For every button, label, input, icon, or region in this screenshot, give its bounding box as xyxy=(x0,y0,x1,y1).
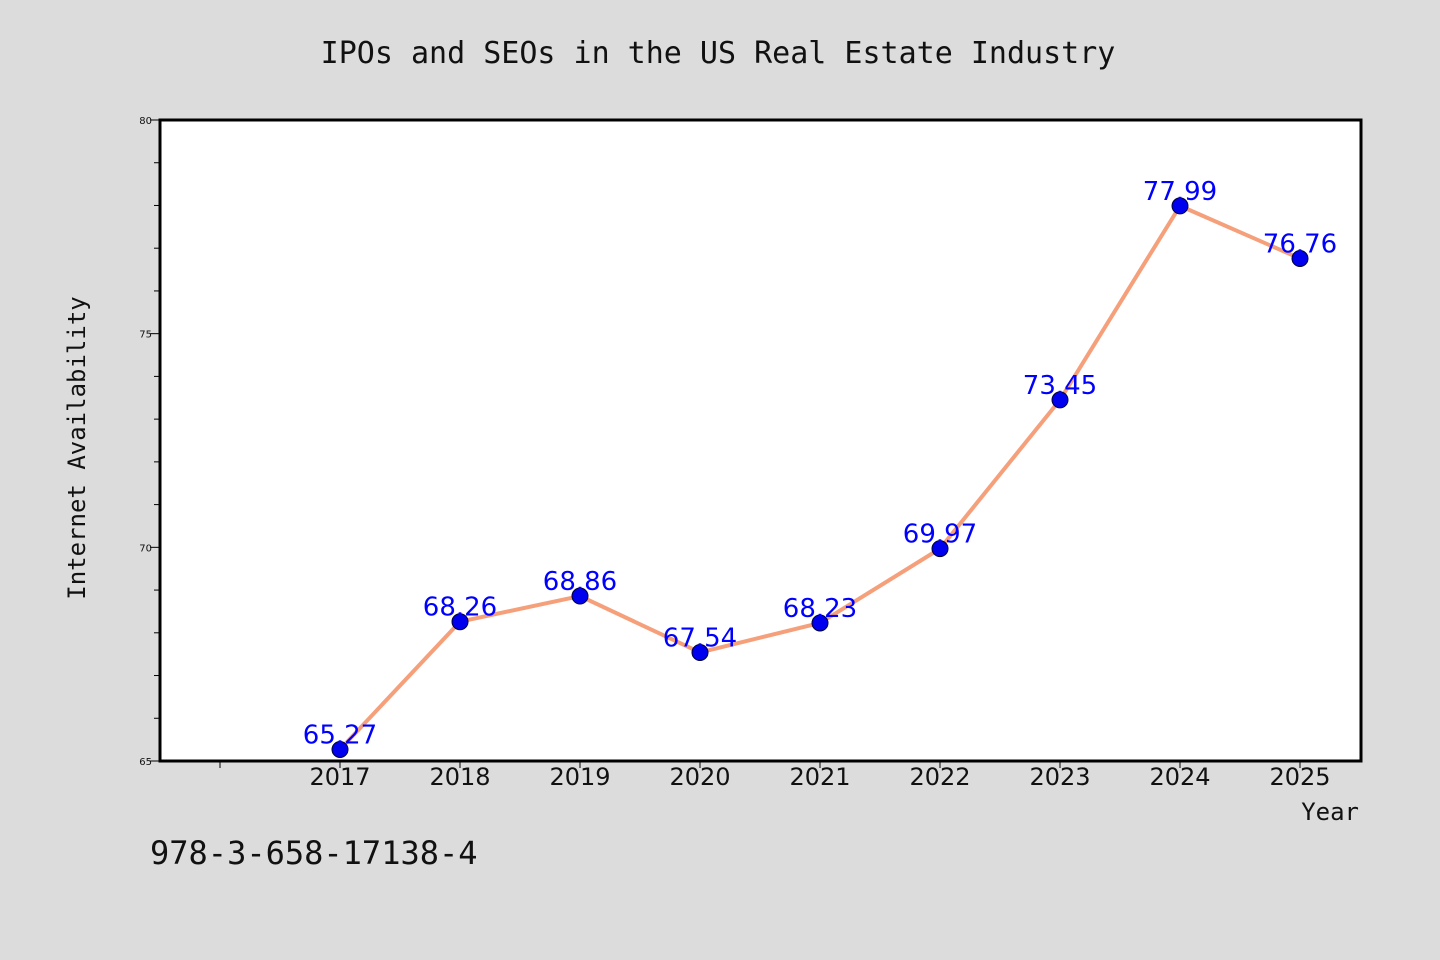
chart-title: IPOs and SEOs in the US Real Estate Indu… xyxy=(321,36,1116,71)
x-tick-label: 2020 xyxy=(669,763,730,791)
isbn-annotation: 978-3-658-17138-4 xyxy=(150,834,478,872)
x-tick-label: 2017 xyxy=(309,763,370,791)
x-tick-label: 2023 xyxy=(1029,763,1090,791)
x-tick-label: 2025 xyxy=(1269,763,1330,791)
x-tick-label: 2021 xyxy=(789,763,850,791)
plot-area xyxy=(158,118,1363,763)
y-tick-label: 75 xyxy=(139,330,152,341)
x-tick-label: 2024 xyxy=(1149,763,1210,791)
y-tick-label: 80 xyxy=(139,116,152,127)
data-point xyxy=(451,613,469,631)
y-axis-title: Internet Availability xyxy=(63,296,91,599)
data-label: 68.26 xyxy=(423,593,497,623)
data-point xyxy=(691,643,709,661)
data-label: 77.99 xyxy=(1143,177,1217,207)
data-label: 69.97 xyxy=(903,520,977,550)
data-label: 73.45 xyxy=(1023,371,1097,401)
data-point xyxy=(811,614,829,632)
data-point xyxy=(931,540,949,558)
x-axis-title: Year xyxy=(1301,798,1359,826)
data-point xyxy=(1291,249,1309,267)
data-point xyxy=(1051,391,1069,409)
x-tick-label: 2022 xyxy=(909,763,970,791)
data-label: 68.86 xyxy=(543,567,617,597)
data-label: 68.23 xyxy=(783,594,857,624)
y-tick-label: 70 xyxy=(139,543,152,554)
y-axis: 65 70 75 80 xyxy=(139,116,160,768)
data-point xyxy=(571,587,589,605)
x-axis: 2017 2018 2019 2020 2021 2022 2023 2024 2025 xyxy=(219,761,1331,791)
data-label: 76.76 xyxy=(1263,229,1337,259)
data-label: 67.54 xyxy=(663,623,737,653)
data-point xyxy=(1171,197,1189,215)
x-tick-label: 2018 xyxy=(429,763,490,791)
data-point xyxy=(331,740,349,758)
series-group: 65.27 68.26 68.86 67.54 68.23 69.97 73.45 77.99… xyxy=(303,177,1337,758)
data-label: 65.27 xyxy=(303,720,377,750)
y-tick-label: 65 xyxy=(139,757,152,768)
x-tick-label: 2019 xyxy=(549,763,610,791)
